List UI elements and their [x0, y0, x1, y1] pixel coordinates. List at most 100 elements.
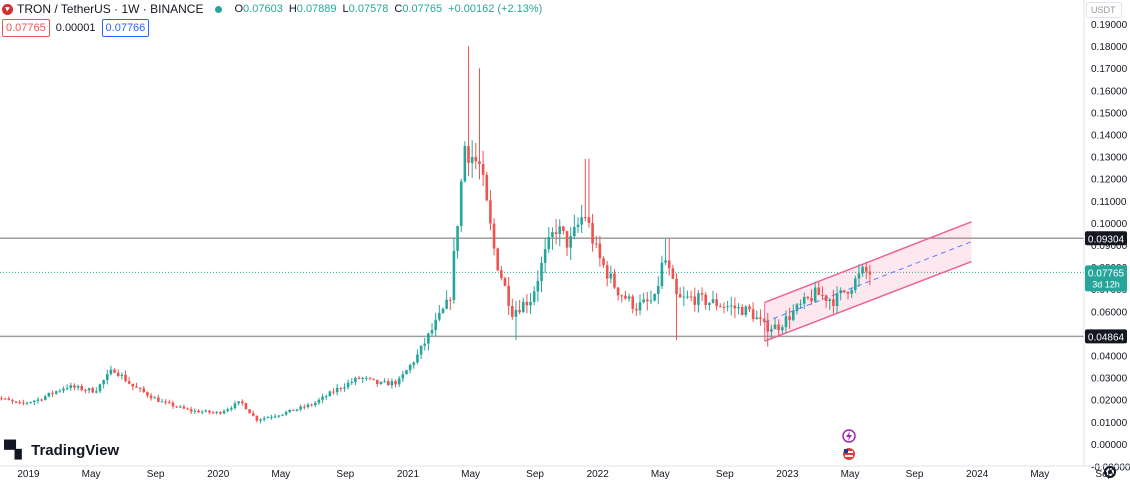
candle-body[interactable]	[226, 409, 229, 412]
candle-body[interactable]	[357, 377, 361, 379]
candle-body[interactable]	[700, 293, 704, 295]
candle-body[interactable]	[576, 224, 580, 227]
candle-body[interactable]	[551, 232, 554, 237]
candle-body[interactable]	[573, 226, 576, 237]
candle-body[interactable]	[565, 231, 569, 248]
candle-body[interactable]	[500, 270, 503, 279]
candle-body[interactable]	[149, 395, 153, 399]
candle-body[interactable]	[711, 299, 715, 303]
candle-body[interactable]	[554, 232, 558, 235]
candle-body[interactable]	[386, 381, 390, 386]
candle-body[interactable]	[240, 401, 244, 404]
candle-body[interactable]	[200, 411, 204, 413]
candle-body[interactable]	[412, 362, 416, 365]
candle-body[interactable]	[459, 181, 463, 227]
candle-body[interactable]	[193, 410, 197, 412]
candle-body[interactable]	[518, 309, 521, 313]
candle-body[interactable]	[25, 402, 29, 404]
candle-body[interactable]	[613, 273, 616, 288]
candle-body[interactable]	[543, 249, 547, 263]
candle-body[interactable]	[401, 374, 405, 379]
candle-body[interactable]	[36, 399, 40, 401]
candle-body[interactable]	[649, 300, 653, 302]
candle-body[interactable]	[478, 161, 481, 165]
candle-body[interactable]	[153, 397, 157, 399]
candle-body[interactable]	[295, 409, 299, 411]
candle-body[interactable]	[791, 311, 795, 320]
candle-body[interactable]	[255, 415, 259, 421]
candle-body[interactable]	[98, 384, 102, 392]
candle-body[interactable]	[219, 412, 222, 414]
candle-body[interactable]	[131, 383, 135, 387]
candle-body[interactable]	[806, 297, 810, 299]
candle-body[interactable]	[273, 416, 277, 418]
candle-body[interactable]	[788, 316, 791, 320]
candle-body[interactable]	[675, 278, 678, 295]
candle-body[interactable]	[259, 419, 262, 421]
candle-body[interactable]	[299, 406, 302, 410]
candle-body[interactable]	[718, 306, 722, 308]
candle-body[interactable]	[598, 243, 602, 259]
symbol-title[interactable]: TRON / TetherUS · 1W · BINANCE	[17, 2, 204, 16]
candle-body[interactable]	[343, 387, 346, 389]
candle-body[interactable]	[627, 296, 631, 299]
candle-body[interactable]	[558, 226, 562, 235]
candle-body[interactable]	[419, 345, 423, 355]
candle-body[interactable]	[65, 387, 69, 389]
candle-body[interactable]	[175, 406, 178, 408]
candle-body[interactable]	[211, 412, 215, 414]
candle-body[interactable]	[864, 266, 868, 272]
candle-body[interactable]	[332, 391, 335, 393]
candle-body[interactable]	[620, 295, 624, 297]
candle-body[interactable]	[854, 278, 857, 291]
candle-body[interactable]	[481, 164, 485, 175]
candle-body[interactable]	[127, 381, 131, 384]
candle-body[interactable]	[697, 293, 700, 305]
candle-body[interactable]	[397, 378, 401, 385]
candle-body[interactable]	[168, 401, 171, 403]
candle-body[interactable]	[120, 374, 124, 377]
candle-body[interactable]	[591, 222, 594, 244]
candle-body[interactable]	[540, 262, 543, 281]
candle-body[interactable]	[704, 294, 708, 305]
candle-body[interactable]	[580, 217, 583, 225]
candle-body[interactable]	[799, 303, 802, 305]
candle-body[interactable]	[270, 416, 273, 418]
candle-body[interactable]	[80, 386, 84, 391]
candle-body[interactable]	[186, 408, 189, 410]
candle-body[interactable]	[846, 291, 850, 294]
candle-body[interactable]	[204, 410, 208, 412]
candle-body[interactable]	[69, 385, 73, 388]
candle-body[interactable]	[124, 374, 127, 382]
candle-body[interactable]	[11, 400, 14, 402]
candle-body[interactable]	[321, 396, 324, 400]
candle-body[interactable]	[646, 299, 649, 302]
candle-body[interactable]	[594, 243, 598, 245]
candle-body[interactable]	[850, 290, 853, 294]
candle-body[interactable]	[511, 305, 514, 317]
candle-body[interactable]	[470, 157, 474, 163]
candle-body[interactable]	[525, 301, 529, 306]
candle-body[interactable]	[529, 301, 532, 306]
candle-body[interactable]	[95, 391, 98, 393]
candle-body[interactable]	[230, 408, 233, 410]
candle-body[interactable]	[233, 403, 237, 409]
candle-body[interactable]	[354, 377, 357, 383]
candle-body[interactable]	[284, 412, 288, 415]
candle-body[interactable]	[113, 369, 116, 373]
candle-body[interactable]	[467, 146, 470, 163]
candle-body[interactable]	[832, 299, 835, 306]
candle-body[interactable]	[109, 369, 113, 375]
candle-body[interactable]	[244, 403, 248, 410]
candle-body[interactable]	[536, 280, 540, 292]
candle-body[interactable]	[379, 381, 383, 385]
candle-body[interactable]	[485, 174, 489, 201]
candle-body[interactable]	[547, 236, 551, 250]
candle-body[interactable]	[656, 286, 660, 294]
candle-body[interactable]	[47, 392, 51, 397]
candle-body[interactable]	[405, 370, 408, 375]
candle-body[interactable]	[208, 410, 211, 413]
candle-body[interactable]	[171, 402, 175, 407]
